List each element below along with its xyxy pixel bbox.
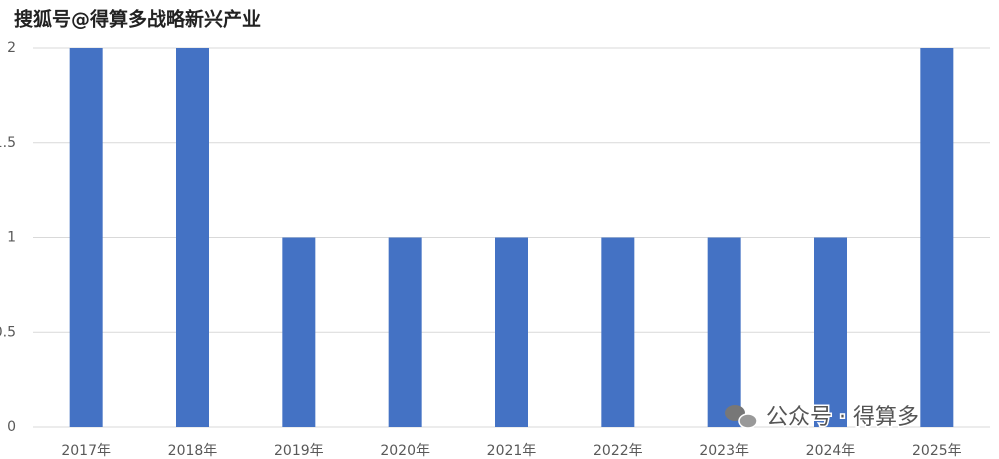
x-tick-label: 2020年 [380,443,430,459]
bar [282,237,316,427]
watermark: 公众号 · 得算多 [766,405,919,430]
y-tick-label: 1 [7,230,16,246]
y-tick-label: 2 [7,40,16,56]
bar [707,237,741,427]
y-tick-label: 1.5 [0,135,16,151]
watermark: 搜狐号@得算多战略新兴产业 [14,8,261,31]
bar [495,237,528,427]
x-tick-label: 2019年 [274,443,324,459]
bar [601,237,635,427]
bar [920,48,954,427]
y-tick-label: 0 [7,419,16,435]
bar [814,237,847,427]
x-tick-label: 2021年 [487,443,537,459]
bar [388,237,422,427]
x-tick-label: 2018年 [168,443,218,459]
wechat-icon [738,413,758,429]
x-tick-label: 2025年 [912,443,962,459]
x-tick-label: 2022年 [593,443,643,459]
bar [176,48,209,427]
x-tick-label: 2024年 [806,443,856,459]
bar [69,48,103,427]
y-tick-label: 0.5 [0,324,16,340]
x-tick-label: 2017年 [61,443,111,459]
x-tick-label: 2023年 [699,443,749,459]
